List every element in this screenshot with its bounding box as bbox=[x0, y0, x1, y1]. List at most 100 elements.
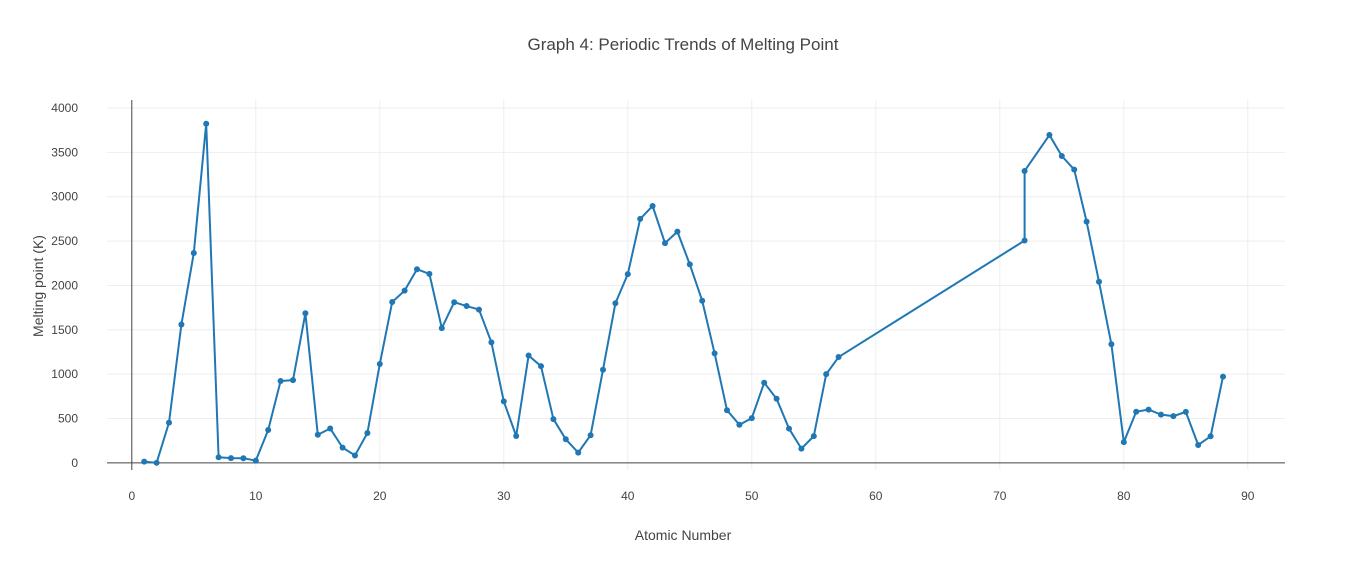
y-tick-label: 2000 bbox=[51, 278, 78, 292]
data-point[interactable] bbox=[314, 431, 321, 438]
data-point[interactable] bbox=[748, 415, 755, 422]
data-point[interactable] bbox=[575, 449, 582, 456]
data-point[interactable] bbox=[1170, 413, 1177, 420]
data-point[interactable] bbox=[1145, 406, 1152, 413]
data-point[interactable] bbox=[451, 299, 458, 306]
y-tick-label: 3500 bbox=[51, 145, 78, 159]
y-tick-label: 3000 bbox=[51, 190, 78, 204]
data-point[interactable] bbox=[649, 202, 656, 209]
data-point[interactable] bbox=[277, 378, 284, 385]
data-point[interactable] bbox=[488, 339, 495, 346]
y-tick-label: 1000 bbox=[51, 367, 78, 381]
data-point[interactable] bbox=[1071, 166, 1078, 173]
data-point[interactable] bbox=[587, 432, 594, 439]
data-point[interactable] bbox=[153, 459, 160, 466]
data-point[interactable] bbox=[438, 325, 445, 332]
data-point[interactable] bbox=[426, 270, 433, 277]
data-point[interactable] bbox=[1058, 152, 1065, 159]
chart-title: Graph 4: Periodic Trends of Melting Poin… bbox=[528, 35, 839, 54]
data-point[interactable] bbox=[1158, 411, 1164, 418]
x-tick-label: 40 bbox=[621, 489, 635, 503]
data-point[interactable] bbox=[612, 300, 619, 307]
data-point[interactable] bbox=[252, 457, 259, 464]
data-point[interactable] bbox=[166, 419, 172, 426]
data-point[interactable] bbox=[1083, 218, 1090, 225]
data-point[interactable] bbox=[600, 366, 606, 373]
x-tick-label: 80 bbox=[1117, 489, 1131, 503]
data-point[interactable] bbox=[1182, 408, 1189, 415]
data-point[interactable] bbox=[414, 266, 420, 273]
data-point[interactable] bbox=[302, 310, 309, 317]
data-point[interactable] bbox=[401, 287, 408, 294]
data-point[interactable] bbox=[798, 445, 805, 452]
data-point[interactable] bbox=[290, 377, 296, 384]
data-point[interactable] bbox=[500, 398, 507, 405]
data-point[interactable] bbox=[1021, 167, 1028, 174]
data-point[interactable] bbox=[736, 421, 743, 428]
data-point[interactable] bbox=[513, 433, 520, 440]
data-point[interactable] bbox=[624, 271, 631, 278]
x-tick-label: 0 bbox=[128, 489, 135, 503]
data-point[interactable] bbox=[1108, 341, 1115, 348]
x-tick-label: 10 bbox=[249, 489, 263, 503]
data-point[interactable] bbox=[1120, 439, 1127, 446]
data-point[interactable] bbox=[686, 261, 693, 268]
data-point[interactable] bbox=[178, 321, 185, 328]
y-tick-label: 1500 bbox=[51, 323, 78, 337]
y-tick-label: 0 bbox=[71, 456, 78, 470]
y-tick-label: 2500 bbox=[51, 234, 78, 248]
data-point[interactable] bbox=[1195, 441, 1202, 448]
data-point[interactable] bbox=[761, 379, 768, 386]
x-tick-label: 30 bbox=[497, 489, 511, 503]
data-point[interactable] bbox=[835, 354, 842, 361]
data-point[interactable] bbox=[228, 455, 234, 462]
data-point[interactable] bbox=[674, 228, 681, 235]
data-point[interactable] bbox=[525, 352, 532, 359]
data-point[interactable] bbox=[1096, 278, 1102, 285]
tick-labels: 0 10 20 30 40 50 60 70 80 90 0 500 1000 1500 2000 2500 3… bbox=[51, 101, 1254, 503]
data-point[interactable] bbox=[190, 250, 197, 257]
data-point[interactable] bbox=[339, 444, 346, 451]
x-tick-label: 20 bbox=[373, 489, 387, 503]
data-point[interactable] bbox=[203, 120, 210, 127]
data-point[interactable] bbox=[476, 306, 482, 313]
data-point[interactable] bbox=[215, 454, 222, 461]
data-point[interactable] bbox=[773, 395, 780, 402]
x-tick-label: 70 bbox=[993, 489, 1007, 503]
data-point[interactable] bbox=[699, 297, 706, 304]
data-point[interactable] bbox=[389, 298, 396, 305]
data-point[interactable] bbox=[562, 436, 569, 443]
data-point[interactable] bbox=[538, 363, 544, 370]
data-point[interactable] bbox=[711, 350, 718, 357]
data-point[interactable] bbox=[637, 215, 644, 222]
data-point[interactable] bbox=[810, 433, 817, 440]
x-tick-label: 50 bbox=[745, 489, 759, 503]
y-axis-title: Melting point (K) bbox=[30, 235, 46, 337]
data-point[interactable] bbox=[786, 425, 792, 432]
data-point[interactable] bbox=[141, 458, 148, 465]
y-tick-label: 4000 bbox=[51, 101, 78, 115]
data-point[interactable] bbox=[327, 425, 334, 432]
data-point[interactable] bbox=[724, 407, 730, 414]
data-point[interactable] bbox=[550, 416, 557, 423]
data-point[interactable] bbox=[1133, 408, 1140, 415]
data-point[interactable] bbox=[463, 303, 470, 310]
data-point[interactable] bbox=[1207, 433, 1214, 440]
data-point[interactable] bbox=[823, 371, 830, 378]
y-tick-label: 500 bbox=[58, 412, 78, 426]
data-point[interactable] bbox=[1046, 132, 1053, 139]
data-point[interactable] bbox=[265, 426, 272, 433]
x-tick-label: 90 bbox=[1241, 489, 1255, 503]
data-point[interactable] bbox=[662, 240, 668, 247]
axes bbox=[107, 100, 1285, 470]
data-point[interactable] bbox=[1021, 237, 1028, 244]
x-axis-title: Atomic Number bbox=[635, 527, 732, 543]
data-point[interactable] bbox=[240, 455, 247, 462]
data-point[interactable] bbox=[376, 360, 383, 367]
x-tick-label: 60 bbox=[869, 489, 883, 503]
data-point[interactable] bbox=[352, 452, 358, 459]
data-point[interactable] bbox=[364, 430, 371, 436]
series-line bbox=[144, 122, 1224, 464]
data-series bbox=[141, 120, 1226, 466]
data-point[interactable] bbox=[1220, 373, 1226, 380]
